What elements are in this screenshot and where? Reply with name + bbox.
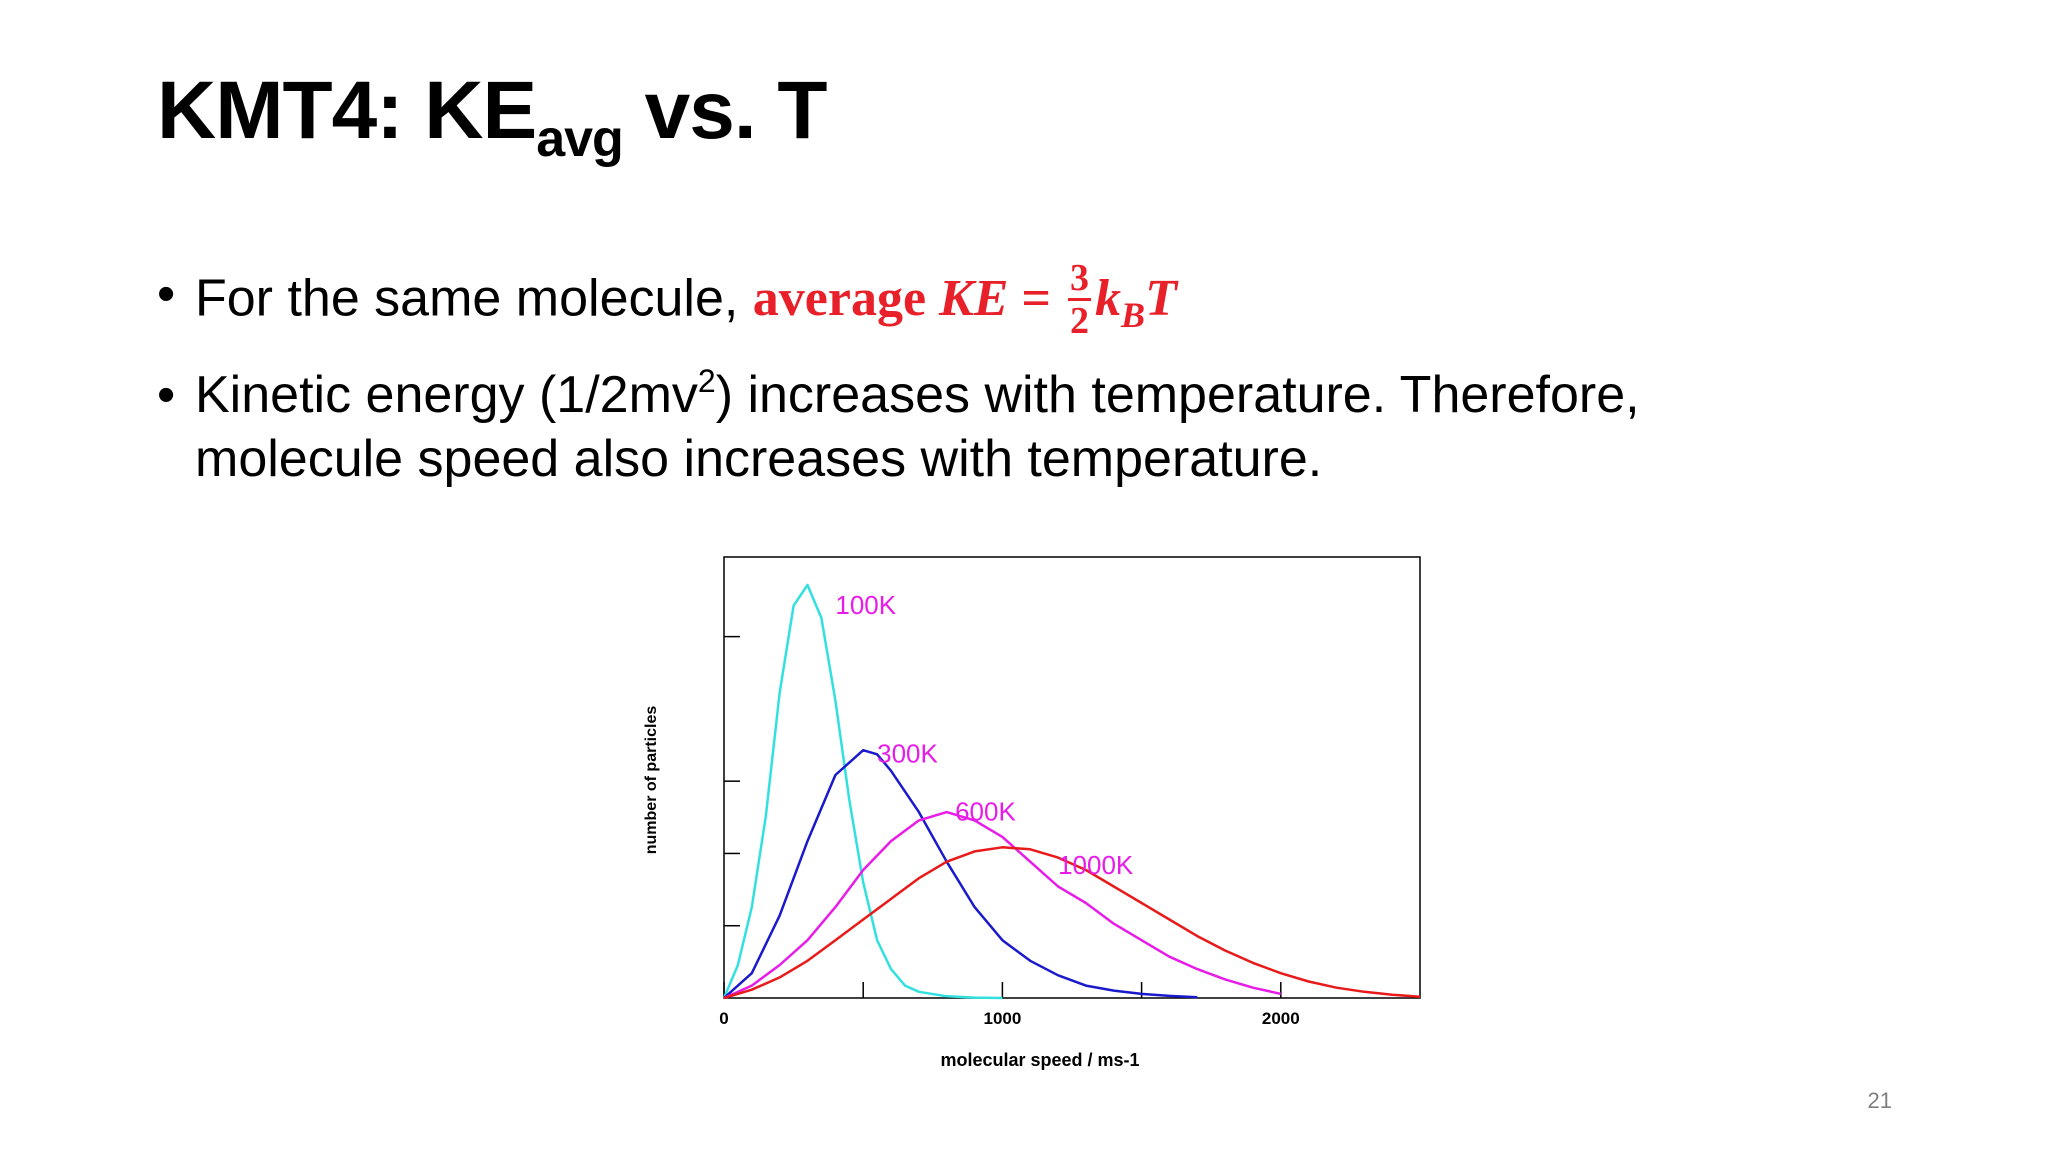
bullet-text-a: Kinetic energy (1/2mv (195, 366, 698, 425)
fraction-numerator: 3 (1068, 257, 1092, 301)
title-subscript: avg (536, 110, 624, 168)
fraction-denominator: 2 (1070, 300, 1090, 342)
formula-k-subscript: B (1121, 295, 1146, 336)
x-tick-label: 1000 (983, 1009, 1021, 1028)
bullet-dot-icon: • (157, 265, 176, 323)
plot-frame (723, 556, 1421, 999)
formula-ke: KE (939, 270, 1009, 328)
page-number: 21 (1867, 1088, 1892, 1113)
curve-labels: 100K 300K 600K 1000K (835, 590, 1134, 880)
x-tick-label: 2000 (1262, 1009, 1300, 1028)
formula-equals: = (1008, 270, 1065, 328)
bullet-text-b: ) increases with temperature. Therefore, (715, 366, 1640, 425)
bullet-text-line2: molecule speed also increases with tempe… (195, 430, 1323, 489)
series-lines (722, 583, 1421, 1000)
formula-k: k (1095, 270, 1122, 328)
bullet-text: For the same molecule, (195, 269, 753, 328)
series-line-100k (722, 583, 1003, 1000)
title-tail: vs. T (622, 65, 828, 156)
x-axis-ticks: 0 1000 2000 (719, 982, 1300, 1028)
formula-t: T (1145, 270, 1177, 328)
formula-word: average (752, 270, 940, 328)
y-axis-ticks (724, 635, 740, 927)
series-line-1000k (723, 846, 1421, 1000)
curve-label-1000k: 1000K (1058, 850, 1134, 880)
series-line-600k (723, 810, 1282, 1000)
curve-label-300k: 300K (877, 739, 938, 769)
chart-svg: 0 1000 2000 100K 300K 600K 1000K molecular sp… (643, 556, 1421, 1070)
formula: average KE = 3 2 kBT (752, 258, 1177, 341)
x-tick-label: 0 (719, 1009, 728, 1028)
x-axis-label: molecular speed / ms-1 (940, 1050, 1139, 1070)
slide-title: KMT4: KEavg vs. T (157, 70, 827, 166)
bullet-item-kinetic-energy: • Kinetic energy (1/2mv2) increases with… (157, 363, 1957, 491)
curve-label-100k: 100K (835, 590, 896, 620)
title-main: KMT4: KE (157, 65, 537, 156)
y-axis-label: number of particles (643, 706, 660, 855)
bullet-dot-icon: • (157, 366, 176, 425)
bullet-superscript: 2 (697, 363, 716, 400)
curve-label-600k: 600K (955, 796, 1016, 826)
speed-distribution-chart: 0 1000 2000 100K 300K 600K 1000K molecular sp… (620, 540, 1440, 1080)
